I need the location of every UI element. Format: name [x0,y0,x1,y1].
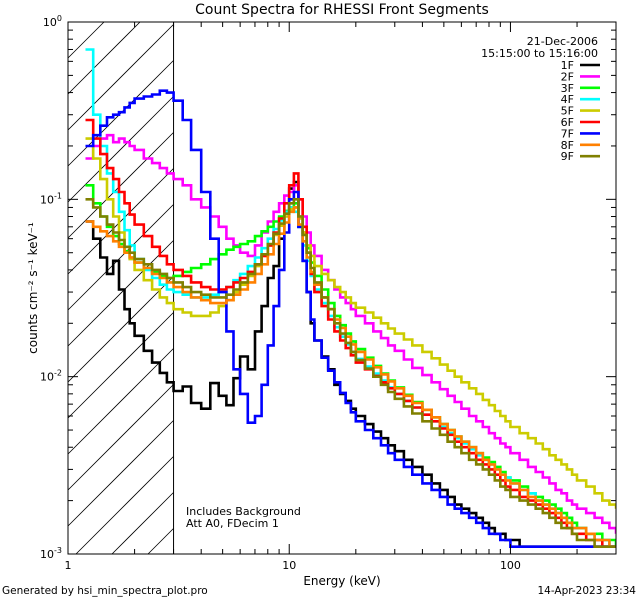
footer-timestamp: 14-Apr-2023 23:34 [537,585,636,597]
spectrum-line-2f [85,133,616,534]
spectrum-line-5f [85,137,616,509]
legend-label: 2F [561,70,574,83]
x-tick-label: 100 [500,559,521,572]
legend-label: 5F [561,105,574,118]
legend-label: 6F [561,116,574,129]
annotation-attenuator: Att A0, FDecim 1 [186,517,279,530]
annotation-background: Includes Background [186,505,301,518]
header-time: 15:15:00 to 15:16:00 [481,47,598,60]
series-group [85,48,616,548]
y-axis-label: counts cm⁻² s⁻¹ keV⁻¹ [26,222,40,354]
spectrum-line-3f [85,184,616,547]
legend-label: 4F [561,93,574,106]
x-tick-label: 1 [65,559,72,572]
legend-label: 1F [561,59,574,72]
x-axis-label: Energy (keV) [303,574,380,588]
footer-generator: Generated by hsi_min_spectra_plot.pro [2,585,208,597]
legend-label: 3F [561,82,574,95]
spectrum-line-6f [85,118,616,548]
legend-label: 7F [561,127,574,140]
spectrum-line-7f [85,89,616,548]
header-date: 21-Dec-2006 [527,35,598,48]
spectrum-line-8f [85,206,616,548]
legend-label: 9F [561,150,574,163]
plot-frame [67,21,617,555]
x-tick-label: 10 [282,559,296,572]
spectrum-line-9f [85,198,616,548]
legend-label: 8F [561,139,574,152]
chart-title: Count Spectra for RHESSI Front Segments [195,2,489,18]
